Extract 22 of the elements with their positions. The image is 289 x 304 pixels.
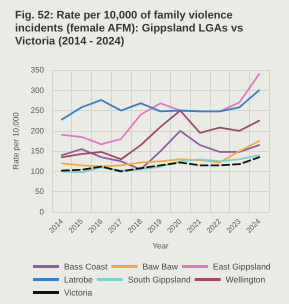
y-tick-label: 250 <box>30 106 45 116</box>
y-tick-label: 0 <box>40 208 45 216</box>
y-tick-label: 350 <box>30 66 45 74</box>
y-tick-label: 300 <box>30 86 45 95</box>
legend-label: South Gippsland <box>128 274 191 284</box>
y-tick-label: 150 <box>30 146 45 156</box>
legend-label: East Gippsland <box>212 262 271 272</box>
line-series <box>60 140 260 168</box>
y-tick-label: 200 <box>30 126 45 136</box>
y-axis-title: Rate per 10,000 <box>11 112 20 170</box>
legend-label: Latrobe <box>64 274 94 284</box>
x-axis-title: Year <box>152 242 169 250</box>
line-series <box>60 89 260 120</box>
chart-title: Fig. 52: Rate per 10,000 of family violence incidents (female AFM): Gippsland LGAs vs Victoria (2014 - 2024) <box>15 10 246 48</box>
legend-label: Bass Coast <box>64 262 108 272</box>
line-series <box>60 110 260 160</box>
line-series <box>60 130 260 170</box>
y-tick-label: 50 <box>35 187 45 196</box>
legend-label: Baw Baw <box>142 262 179 272</box>
y-tick-label: 100 <box>30 166 45 176</box>
legend-label: Wellington <box>226 274 266 284</box>
legend-label: Victoria <box>64 288 92 298</box>
